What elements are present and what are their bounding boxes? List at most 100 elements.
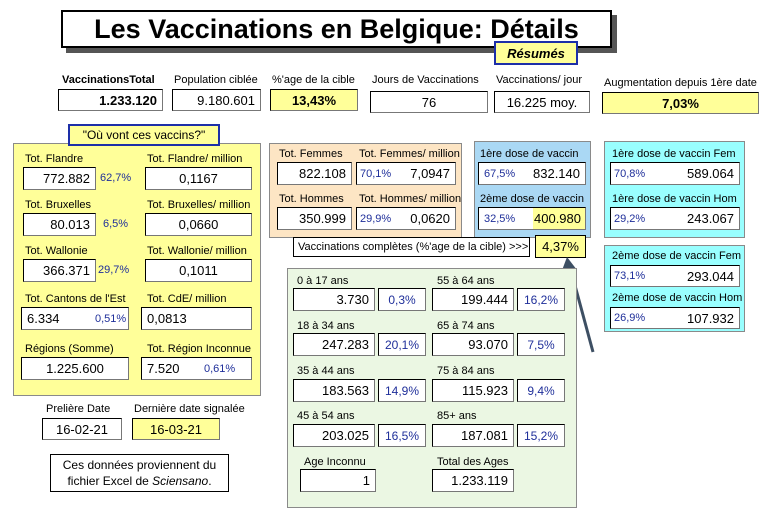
wallonie-label: Tot. Wallonie (25, 245, 88, 257)
somme-value: 1.225.600 (21, 357, 129, 380)
source-note-line1: Ces données proviennent du (62, 458, 217, 472)
cantons-est-value: 6.334 (21, 307, 129, 330)
source-note-period: . (208, 474, 212, 488)
bruxelles-mil-label: Tot. Bruxelles/ million (147, 199, 251, 211)
bruxelles-mil-value: 0,0660 (145, 213, 252, 236)
last-date-value: 16-03-21 (132, 418, 220, 440)
pct-target-label: %'age de la cible (272, 74, 355, 86)
last-date-label: Dernière date signalée (134, 403, 245, 415)
femmes-mil-value: 7,0947 (356, 162, 456, 185)
age-55-64-value: 199.444 (432, 288, 514, 311)
age-85-pct: 15,2% (517, 424, 565, 447)
perday-value: 16.225 moy. (494, 91, 590, 113)
age-18-34-pct: 20,1% (378, 333, 426, 356)
age-75-84-label: 75 à 84 ans (437, 365, 495, 377)
age-45-54-label: 45 à 54 ans (297, 410, 355, 422)
second-fem-label: 2ème dose de vaccin Fem (612, 250, 742, 262)
complete-value: 4,37% (535, 235, 586, 258)
cantons-est-label: Tot. Cantons de l'Est (25, 293, 126, 305)
age-65-74-label: 65 à 74 ans (437, 320, 495, 332)
complete-label: Vaccinations complètes (%'age de la cibl… (293, 237, 530, 257)
population-value: 9.180.601 (172, 89, 261, 111)
age-0-17-pct: 0,3% (378, 288, 426, 311)
cde-mil-value: 0,0813 (141, 307, 252, 330)
age-unknown-label: Age Inconnu (304, 456, 366, 468)
age-0-17-value: 3.730 (293, 288, 375, 311)
age-65-74-value: 93.070 (432, 333, 514, 356)
somme-label: Régions (Somme) (25, 343, 114, 355)
title-bar (61, 10, 612, 48)
first-dose-pct: 67,5% (484, 168, 516, 180)
age-65-74-pct: 7,5% (517, 333, 565, 356)
source-note-line2: fichier Excel de Sciensano. (51, 473, 228, 489)
hommes-mil-value: 0,0620 (356, 207, 456, 230)
where-vaccines-button[interactable]: "Où vont ces vaccins?" (68, 124, 220, 146)
flandre-pct: 62,7% (100, 172, 132, 184)
hommes-label: Tot. Hommes (279, 193, 344, 205)
first-dose-value: 832.140 (478, 162, 586, 185)
hommes-mil-label: Tot. Hommes/ million (359, 193, 462, 205)
wallonie-value: 366.371 (23, 259, 96, 282)
flandre-mil-value: 0,1167 (145, 167, 252, 190)
source-note: Ces données proviennent du fichier Excel… (50, 454, 229, 492)
bruxelles-pct: 6,5% (103, 218, 129, 230)
age-18-34-label: 18 à 34 ans (297, 320, 355, 332)
page-title: Les Vaccinations en Belgique: Détails (94, 13, 579, 44)
hommes-pct: 29,9% (360, 213, 392, 225)
femmes-value: 822.108 (277, 162, 352, 185)
wallonie-mil-value: 0,1011 (145, 259, 252, 282)
wallonie-pct: 29,7% (98, 264, 130, 276)
population-label: Population ciblée (174, 74, 258, 86)
inconnue-label: Tot. Région Inconnue (147, 343, 251, 355)
first-fem-value: 589.064 (610, 162, 740, 185)
age-45-54-pct: 16,5% (378, 424, 426, 447)
age-0-17-label: 0 à 17 ans (297, 275, 349, 287)
age-35-44-label: 35 à 44 ans (297, 365, 355, 377)
increase-value: 7,03% (602, 92, 759, 114)
second-dose-value: 400.980 (533, 208, 585, 229)
flandre-value: 772.882 (23, 167, 96, 190)
cantons-est-pct: 0,51% (95, 313, 127, 325)
source-note-text: fichier Excel de (67, 474, 153, 488)
increase-label: Augmentation depuis 1ère date (604, 77, 757, 89)
first-hom-value: 243.067 (610, 207, 740, 230)
age-45-54-value: 203.025 (293, 424, 375, 447)
first-hom-label: 1ère dose de vaccin Hom (612, 193, 737, 205)
inconnue-pct: 0,61% (204, 363, 236, 375)
first-hom-pct: 29,2% (614, 213, 646, 225)
age-35-44-pct: 14,9% (378, 379, 426, 402)
age-unknown-value: 1 (300, 469, 376, 492)
age-55-64-pct: 16,2% (517, 288, 565, 311)
source-note-sciensano: Sciensano (152, 474, 209, 488)
age-total-value: 1.233.119 (432, 469, 514, 492)
age-total-label: Total des Ages (437, 456, 509, 468)
bruxelles-value: 80.013 (23, 213, 96, 236)
first-date-label: Prelière Date (46, 403, 111, 415)
second-fem-value: 293.044 (610, 265, 740, 287)
resumes-button[interactable]: Résumés (494, 41, 578, 65)
perday-label: Vaccinations/ jour (496, 74, 583, 86)
first-dose-label: 1ère dose de vaccin (480, 148, 579, 160)
cde-mil-label: Tot. CdE/ million (147, 293, 227, 305)
hommes-value: 350.999 (277, 207, 352, 230)
flandre-label: Tot. Flandre (25, 153, 84, 165)
first-fem-pct: 70,8% (614, 168, 646, 180)
days-value: 76 (370, 91, 488, 113)
inconnue-value: 7.520 (141, 357, 252, 380)
femmes-pct: 70,1% (360, 168, 392, 180)
second-fem-pct: 73,1% (614, 270, 646, 282)
second-dose-label: 2ème dose de vaccin (480, 193, 584, 205)
age-55-64-label: 55 à 64 ans (437, 275, 495, 287)
first-fem-label: 1ère dose de vaccin Fem (612, 148, 736, 160)
wallonie-mil-label: Tot. Wallonie/ million (147, 245, 247, 257)
total-value: 1.233.120 (58, 89, 163, 111)
age-85-value: 187.081 (432, 424, 514, 447)
femmes-mil-label: Tot. Femmes/ million (359, 148, 460, 160)
age-75-84-value: 115.923 (432, 379, 514, 402)
total-label: VaccinationsTotal (62, 74, 155, 86)
days-label: Jours de Vaccinations (372, 74, 479, 86)
flandre-mil-label: Tot. Flandre/ million (147, 153, 243, 165)
second-hom-pct: 26,9% (614, 312, 646, 324)
age-35-44-value: 183.563 (293, 379, 375, 402)
age-18-34-value: 247.283 (293, 333, 375, 356)
